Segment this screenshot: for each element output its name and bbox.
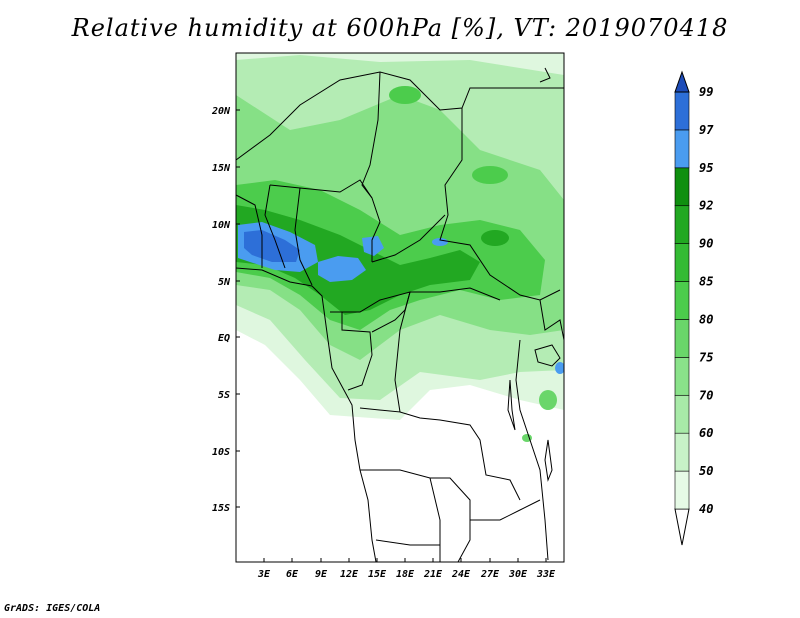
lon-label: 12E: [340, 569, 359, 580]
lon-label: 24E: [451, 569, 471, 580]
colorbar-segment: [674, 281, 690, 320]
lon-label: 9E: [315, 569, 328, 580]
rh-region-85n1: [389, 86, 421, 104]
colorbar-segment: [674, 243, 690, 282]
border-13: [399, 411, 521, 501]
colorbar: 40 50 60 70 75 80 85 90 92 95 97 99: [674, 70, 714, 546]
colorbar-label: 95: [699, 161, 713, 175]
border-6: [294, 187, 313, 286]
map-frame: [235, 52, 565, 563]
colorbar-segment: [674, 357, 690, 396]
grads-credit: GrADS: IGES/COLA: [4, 603, 101, 614]
lon-label: 27E: [480, 569, 500, 580]
lat-label: 15S: [212, 503, 230, 514]
lat-label: 20N: [211, 106, 231, 117]
lon-label: 21E: [423, 569, 443, 580]
border-5: [264, 184, 286, 269]
lon-axis: 3E 6E 9E 12E 15E 18E 21E 24E 27E 30E 33E: [257, 569, 556, 580]
border-2: [361, 71, 381, 262]
colorbar-segment: [674, 205, 690, 244]
colorbar-segment: [674, 167, 690, 207]
border-7: [439, 108, 561, 301]
colorbar-label: 80: [699, 312, 713, 326]
lon-label: 30E: [508, 569, 528, 580]
colorbar-label: 75: [699, 350, 713, 364]
border-3: [269, 179, 373, 199]
colorbar-label: 70: [699, 388, 713, 402]
lat-label: 10S: [212, 447, 230, 458]
coastline-west-africa: [236, 267, 377, 562]
rh-region-97c: [362, 236, 384, 256]
rh-region-97e: [555, 362, 564, 374]
colorbar-label: 60: [699, 426, 713, 440]
colorbar-label: 85: [699, 275, 713, 289]
colorbar-label: 50: [699, 464, 713, 478]
colorbar-label: 40: [699, 502, 713, 516]
lon-label: 33E: [536, 569, 556, 580]
colorbar-segment: [674, 319, 690, 358]
border-12: [359, 291, 411, 413]
border-4: [236, 194, 263, 268]
lat-label: 5S: [218, 390, 230, 401]
border-19: [375, 539, 440, 546]
rh-region-85: [236, 180, 545, 330]
border-8: [371, 214, 446, 263]
border-18: [470, 499, 541, 521]
rh-region-99a: [244, 230, 300, 262]
colorbar-label: 90: [699, 237, 713, 251]
lon-label: 6E: [286, 569, 299, 580]
rh-region-90f: [539, 390, 557, 410]
lake-malawi: [544, 439, 553, 482]
colorbar-max-triangle: [674, 70, 690, 93]
rh-region-85n3: [481, 230, 509, 246]
border-1: [236, 71, 564, 161]
border-15: [429, 477, 441, 562]
colorbar-segment: [674, 470, 690, 510]
lake-tanganyika: [507, 379, 516, 431]
rh-region-97b: [318, 256, 366, 282]
lat-ticks: [236, 109, 240, 508]
border-16: [515, 339, 549, 561]
lon-label: 18E: [396, 569, 415, 580]
colorbar-segment: [674, 394, 690, 434]
border-14: [360, 469, 471, 562]
map-title: Relative humidity at 600hPa [%], VT: 201…: [71, 14, 729, 42]
colorbar-segment: [674, 91, 690, 131]
colorbar-label: 97: [699, 123, 714, 137]
border-10: [341, 312, 373, 391]
river-nile: [539, 67, 551, 83]
country-borders: [236, 67, 564, 562]
colorbar-segment: [674, 432, 690, 472]
border-17: [539, 299, 564, 341]
lon-ticks: [263, 558, 547, 562]
colorbar-label: 92: [699, 199, 713, 213]
lat-label: EQ: [218, 333, 230, 344]
lon-label: 3E: [257, 569, 271, 580]
colorbar-segment: [674, 129, 690, 169]
rh-region-85n2: [472, 166, 508, 184]
lat-label: 10N: [212, 220, 231, 231]
lat-label: 15N: [212, 163, 231, 174]
colorbar-label: 99: [699, 85, 713, 99]
lon-label: 15E: [368, 569, 387, 580]
lat-axis: 20N 15N 10N 5N EQ 5S 10S 15S: [211, 106, 231, 514]
lat-label: 5N: [218, 277, 231, 288]
rh-region-97d: [432, 238, 448, 246]
colorbar-min-triangle: [674, 508, 690, 546]
lake-victoria: [534, 344, 561, 367]
humidity-field: [236, 53, 564, 562]
